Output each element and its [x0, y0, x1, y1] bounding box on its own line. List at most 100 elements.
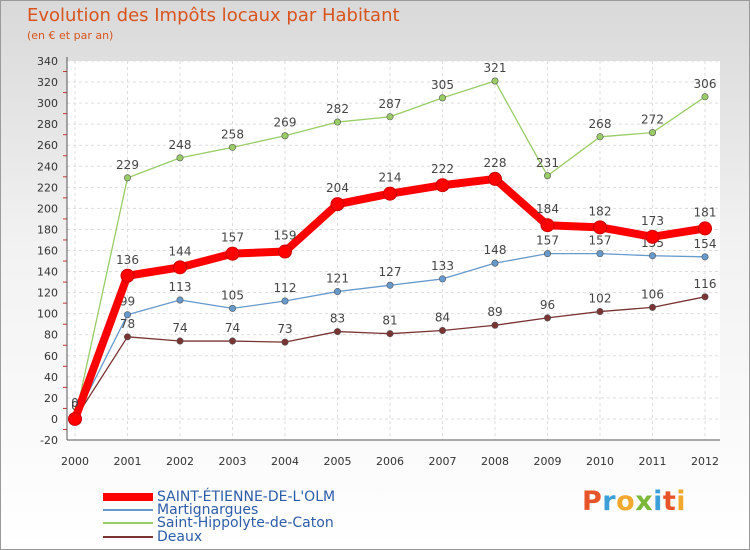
y-tick-label: 120 [37, 287, 58, 300]
data-point [124, 311, 132, 319]
x-tick-label: 2010 [586, 455, 614, 468]
data-label: 222 [431, 162, 454, 176]
data-point [596, 250, 604, 258]
data-label: 204 [326, 181, 349, 195]
y-tick-label: 80 [44, 329, 58, 342]
data-point [333, 118, 341, 126]
data-label: 78 [120, 317, 135, 331]
data-label: 214 [379, 171, 402, 185]
legend-item: SAINT-ÉTIENNE-DE-L'OLM [103, 489, 335, 505]
data-label: 282 [326, 102, 349, 116]
data-point [229, 143, 237, 151]
data-point [435, 178, 450, 193]
x-tick-label: 2004 [271, 455, 299, 468]
data-label: 99 [120, 295, 135, 309]
data-label: 148 [484, 243, 507, 257]
y-tick-label: 180 [37, 223, 58, 236]
data-label: 154 [694, 237, 717, 251]
logo-letter: i [653, 486, 663, 517]
data-point [596, 133, 604, 141]
x-tick-label: 2006 [376, 455, 404, 468]
data-label: 228 [484, 156, 507, 170]
data-label: 269 [274, 116, 297, 130]
data-point [438, 275, 446, 283]
y-tick-label: 260 [37, 139, 58, 152]
data-point [488, 171, 502, 186]
data-label: 73 [277, 322, 292, 336]
y-tick-label: 20 [44, 392, 58, 405]
logo-letter: t [662, 486, 677, 517]
y-tick-label: 60 [44, 350, 58, 363]
data-point [176, 296, 184, 304]
data-label: 105 [221, 288, 244, 302]
data-point [330, 197, 345, 212]
data-label: 173 [641, 214, 664, 228]
data-point [386, 281, 394, 289]
data-label: 182 [589, 204, 612, 218]
data-label: 106 [641, 287, 664, 301]
data-point [124, 174, 132, 182]
data-point [491, 77, 499, 85]
logo-letter: x [635, 486, 654, 517]
y-tick-label: 280 [37, 118, 58, 131]
data-label: 136 [116, 253, 139, 267]
data-point [333, 328, 341, 336]
legend-swatch [103, 522, 153, 524]
data-label: 272 [641, 113, 664, 127]
x-tick-label: 2007 [429, 455, 457, 468]
data-label: 112 [274, 281, 297, 295]
data-point [438, 94, 446, 102]
data-point [491, 321, 499, 329]
data-label: 248 [169, 138, 192, 152]
data-point [596, 308, 604, 316]
y-tick-label: 320 [37, 76, 58, 89]
legend-label: Deaux [157, 529, 203, 545]
data-label: 121 [326, 272, 349, 286]
logo-letter: o [616, 486, 636, 517]
data-point [648, 129, 656, 137]
data-label: 81 [382, 314, 397, 328]
data-point [281, 132, 289, 140]
data-point [383, 186, 397, 201]
legend-item: Deaux [103, 529, 202, 545]
data-point [120, 268, 135, 283]
data-label: 133 [431, 259, 454, 273]
data-label: 89 [487, 305, 502, 319]
x-tick-label: 2008 [481, 455, 509, 468]
x-tick-label: 2003 [219, 455, 247, 468]
data-label: 116 [694, 277, 717, 291]
data-point [698, 221, 712, 236]
y-tick-label: 300 [37, 97, 58, 110]
data-label: 321 [484, 61, 507, 75]
data-point [543, 314, 551, 322]
data-point [229, 337, 237, 345]
y-tick-label: 0 [51, 413, 58, 426]
x-tick-label: 2000 [61, 455, 89, 468]
data-label: 258 [221, 127, 244, 141]
y-tick-label: 340 [37, 55, 58, 68]
data-point [386, 330, 394, 338]
data-point [68, 411, 82, 426]
data-label: 181 [694, 205, 717, 219]
logo-letter: r [602, 486, 617, 517]
data-label: 84 [435, 311, 450, 325]
data-point [701, 253, 709, 261]
chart-title: Evolution des Impôts locaux par Habitant [27, 5, 400, 26]
data-label: 157 [589, 234, 612, 248]
data-point [491, 259, 499, 267]
data-point [229, 304, 237, 312]
data-point [701, 293, 709, 301]
chart-subtitle: (en € et par an) [27, 29, 114, 42]
data-label: 157 [221, 231, 244, 245]
legend-label: SAINT-ÉTIENNE-DE-L'OLM [157, 489, 336, 505]
data-point [386, 113, 394, 121]
y-tick-label: -20 [40, 434, 58, 447]
data-point [176, 154, 184, 162]
data-point [645, 229, 660, 244]
data-label: 0 [71, 399, 79, 413]
x-tick-label: 2001 [114, 455, 142, 468]
legend-item: Saint-Hippolyte-de-Caton [103, 515, 334, 531]
data-point [648, 252, 656, 260]
data-label: 157 [536, 234, 559, 248]
